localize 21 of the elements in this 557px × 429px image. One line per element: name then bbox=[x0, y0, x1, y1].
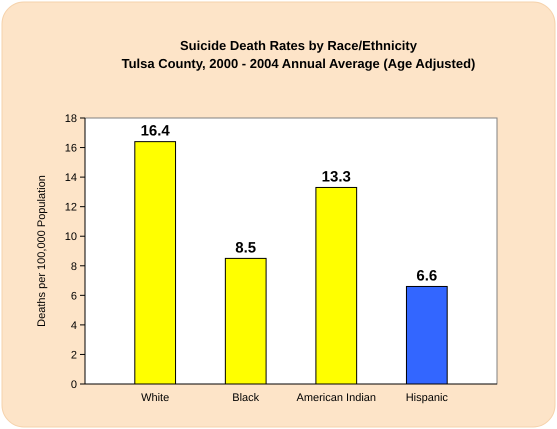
y-tick-label: 0 bbox=[70, 379, 77, 391]
x-tick-label: Black bbox=[232, 392, 260, 404]
y-tick-label: 12 bbox=[64, 202, 77, 214]
data-label: 8.5 bbox=[235, 239, 256, 256]
x-tick-label: Hispanic bbox=[406, 392, 448, 404]
y-tick-label: 8 bbox=[70, 260, 77, 273]
y-tick-label: 18 bbox=[64, 113, 77, 125]
y-tick-label: 10 bbox=[64, 231, 77, 244]
x-tick-label: White bbox=[141, 392, 170, 404]
y-tick-label: 2 bbox=[70, 349, 77, 362]
x-tick-label: American Indian bbox=[296, 392, 376, 404]
y-tick-label: 6 bbox=[70, 290, 77, 302]
y-tick-label: 16 bbox=[64, 142, 77, 155]
y-tick-label: 14 bbox=[64, 172, 77, 184]
data-label: 13.3 bbox=[322, 168, 351, 186]
y-tick-label: 4 bbox=[70, 320, 77, 332]
y-axis-title: Deaths per 100,000 Population bbox=[36, 175, 48, 327]
chart-subtitle: Tulsa County, 2000 - 2004 Annual Average (Age Adjusted) bbox=[122, 56, 476, 71]
data-label: 16.4 bbox=[140, 122, 170, 140]
chart-title: Suicide Death Rates by Race/Ethnicity bbox=[180, 38, 418, 53]
data-label: 6.6 bbox=[416, 267, 438, 284]
